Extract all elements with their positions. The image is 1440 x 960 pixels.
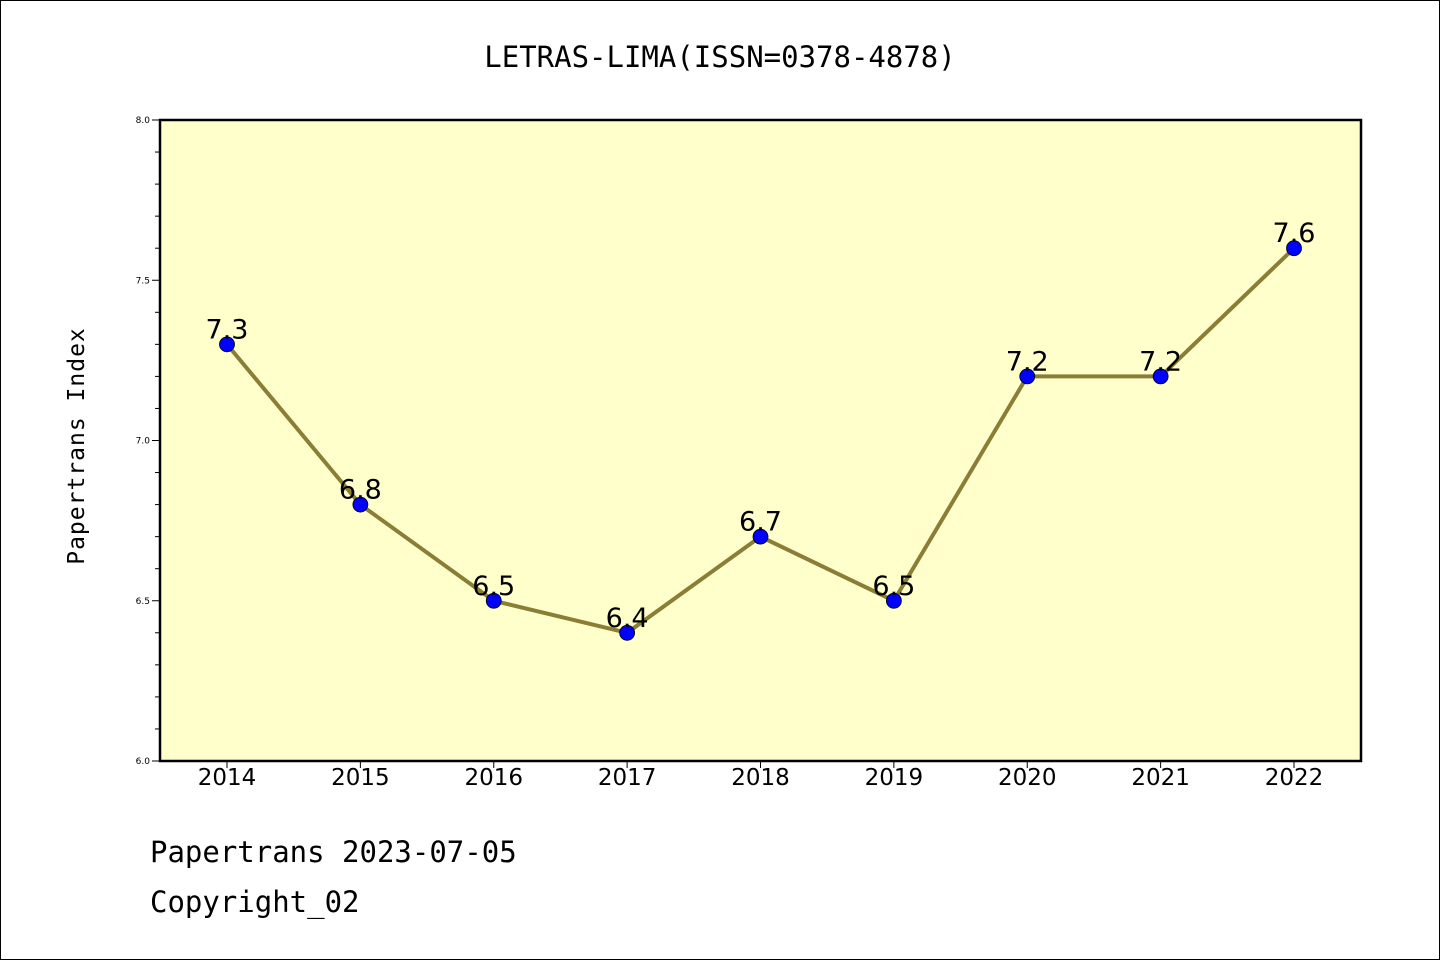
data-label: 6.5 [872, 571, 915, 602]
y-tick-label: 6.5 [136, 597, 150, 607]
data-point [619, 624, 636, 641]
footer-copyright-text: Copyright_02 [150, 885, 360, 919]
data-point [1286, 240, 1302, 257]
data-point [219, 336, 235, 353]
y-tick-label: 8.0 [136, 116, 151, 126]
x-tick-label: 2019 [865, 765, 924, 791]
markers-layer [219, 240, 1302, 641]
y-axis-label: Papertrans Index [64, 327, 90, 565]
plot-area [160, 120, 1361, 761]
x-tick-label: 2014 [198, 765, 257, 791]
x-tick-label: 2016 [464, 765, 523, 791]
x-tick-label: 2022 [1265, 765, 1324, 791]
footer-date-text: Papertrans 2023-07-05 [150, 835, 517, 869]
data-point [352, 496, 369, 513]
data-label: 6.7 [739, 507, 782, 538]
x-tick-label: 2015 [331, 765, 390, 791]
data-point [1152, 368, 1169, 385]
data-label: 7.2 [1139, 346, 1182, 377]
data-label: 6.8 [339, 475, 382, 506]
x-tick-label: 2020 [998, 765, 1057, 791]
x-tick-label: 2017 [598, 765, 657, 791]
y-tick-label: 6.0 [136, 757, 151, 767]
data-labels-layer: 7.3 6.8 6.5 6.4 6.7 6.5 7.2 7.2 7.6 [206, 218, 1316, 634]
x-tick-label: 2021 [1131, 765, 1190, 791]
data-label: 6.4 [606, 603, 649, 634]
chart-title: LETRAS-LIMA(ISSN=0378-4878) [484, 40, 955, 74]
data-label: 6.5 [472, 571, 515, 602]
y-tick-label: 7.0 [136, 437, 151, 447]
data-point [752, 528, 769, 545]
axis-ticks: 6.0 6.5 7.0 7.5 8.0 2014 2015 2016 2017 2018 2019 2… [136, 116, 1324, 791]
data-label: 7.3 [206, 314, 249, 345]
data-point [485, 592, 502, 609]
y-tick-label: 7.5 [136, 276, 150, 286]
plot-border [158, 118, 1363, 763]
data-point [1019, 368, 1036, 385]
data-point [885, 592, 902, 609]
x-tick-label: 2018 [731, 765, 790, 791]
data-label: 7.2 [1006, 346, 1049, 377]
data-label: 7.6 [1273, 218, 1316, 249]
